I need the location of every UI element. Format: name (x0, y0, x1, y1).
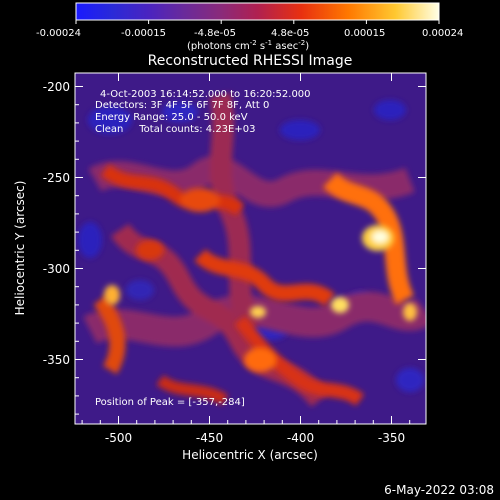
y-tick-label: -350 (43, 353, 70, 367)
x-axis-label: Heliocentric X (arcsec) (182, 448, 318, 462)
colorbar-tick-label: -4.8e-05 (194, 28, 236, 39)
x-tick-label: -400 (287, 431, 314, 445)
annotation-energy-range: Energy Range: 25.0 - 50.0 keV (95, 112, 248, 123)
x-tick-label: -350 (378, 431, 405, 445)
image-low-regions (78, 100, 424, 392)
annotation-peak-position: Position of Peak = [-357,-284] (95, 397, 245, 408)
x-tick-label: -500 (105, 431, 132, 445)
colorbar-tick-label: 0.00024 (422, 28, 463, 39)
annotation-detectors: Detectors: 3F 4F 5F 6F 7F 8F, Att 0 (95, 100, 270, 111)
y-tick-label: -200 (43, 80, 70, 94)
annotation-time-range: 4-Oct-2003 16:14:52.000 to 16:20:52.000 (100, 89, 311, 100)
colorbar-tick-label: -0.00015 (121, 28, 166, 39)
colorbar-gradient (75, 2, 440, 21)
image-hot-spots (104, 225, 417, 321)
y-tick-label: -250 (43, 171, 70, 185)
x-axis-ticks (81, 73, 411, 424)
y-axis-ticks (75, 86, 426, 415)
y-tick-label: -300 (43, 262, 70, 276)
plot-title: Reconstructed RHESSI Image (147, 53, 353, 69)
colorbar-ticks (75, 20, 440, 24)
image-bright-regions (93, 164, 415, 406)
colorbar: -0.00024 -0.00015 -4.8e-05 4.8e-05 0.000… (36, 2, 463, 52)
colorbar-unit-label: (photons cm-2 s-1 asec-2) (187, 39, 309, 52)
y-axis-label: Heliocentric Y (arcsec) (13, 181, 27, 316)
annotation-clean-counts: Clean Total counts: 4.23E+03 (95, 124, 256, 135)
plot-frame (74, 72, 427, 425)
colorbar-tick-label: -0.00024 (36, 28, 81, 39)
colorbar-tick-label: 4.8e-05 (271, 28, 309, 39)
x-tick-label: -450 (196, 431, 223, 445)
colorbar-tick-label: 0.00015 (344, 28, 385, 39)
footer-timestamp: 6-May-2022 03:08 (384, 483, 494, 497)
